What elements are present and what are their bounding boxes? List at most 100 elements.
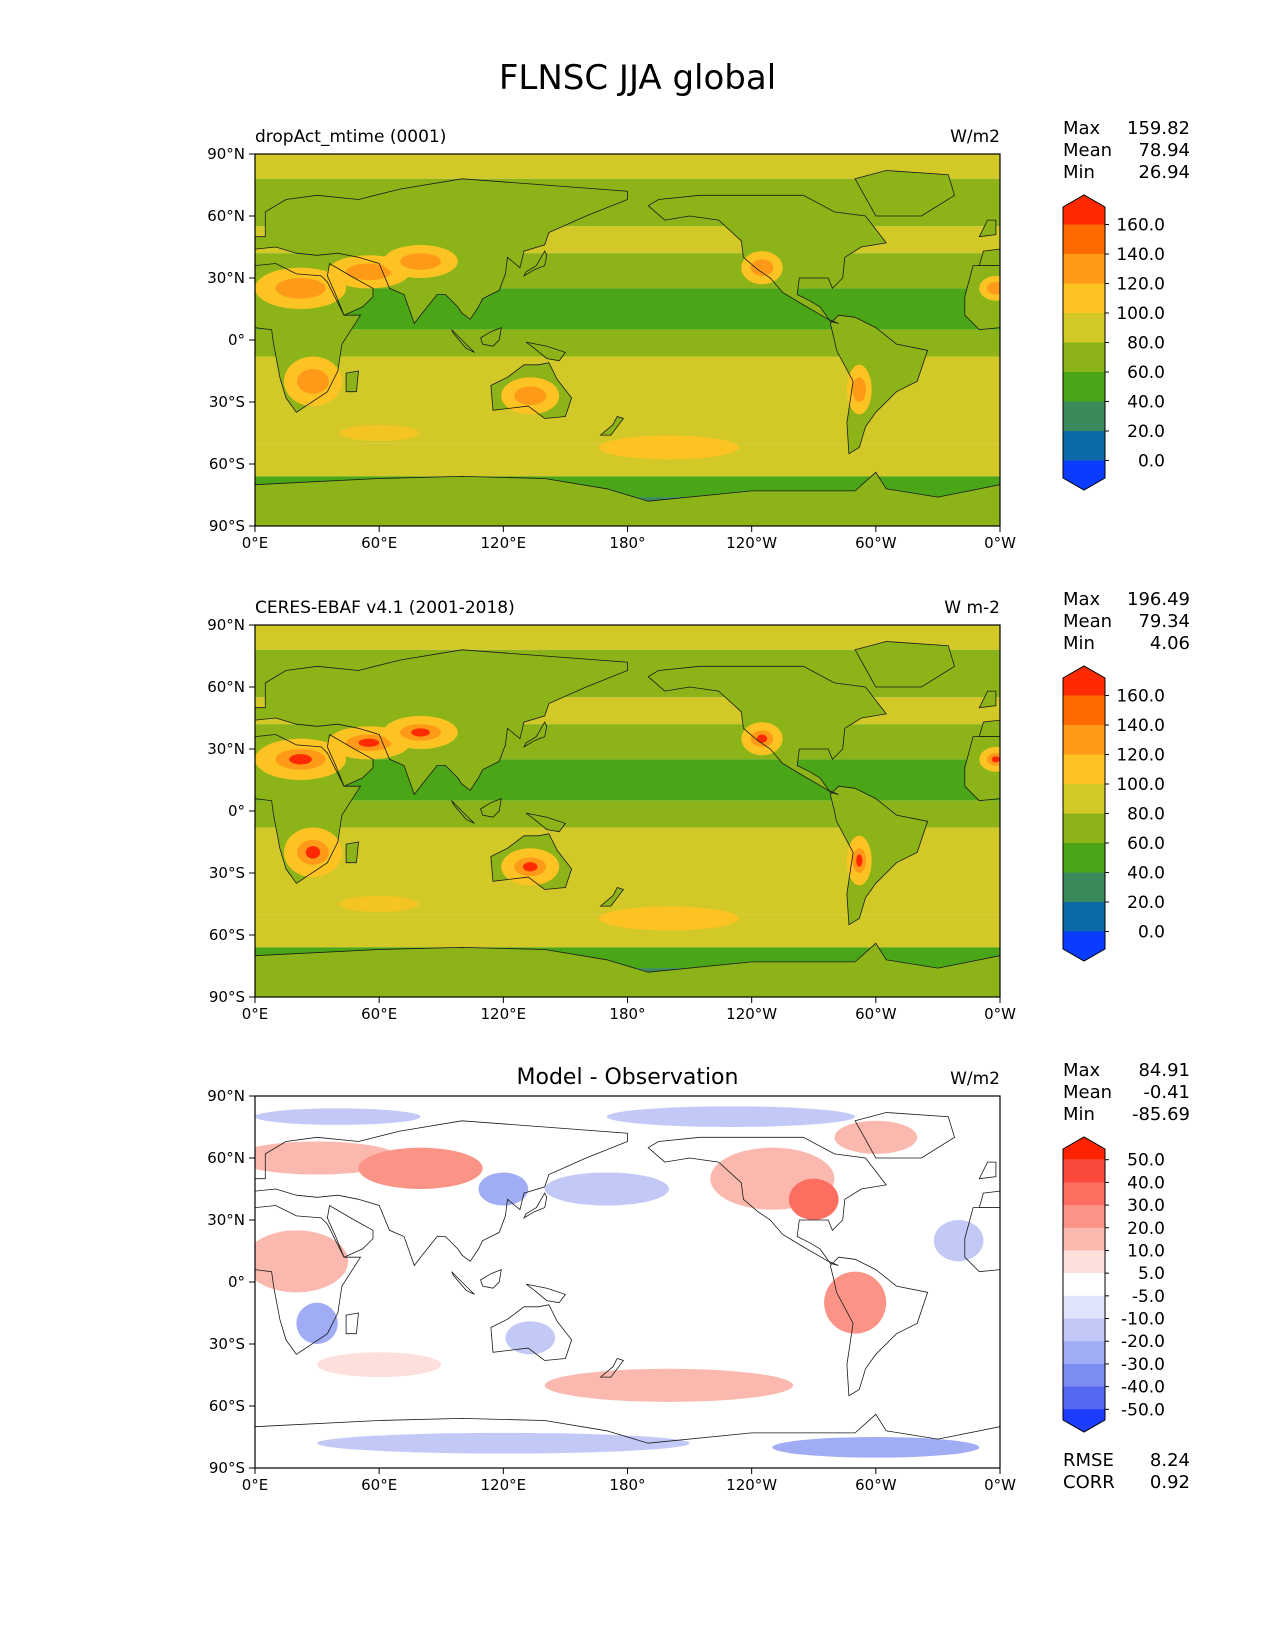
colorbar-swatch	[1063, 1409, 1105, 1432]
colorbar-swatch	[1063, 195, 1105, 225]
stat-value: 26.94	[1138, 162, 1190, 183]
stat-label: Max	[1063, 589, 1101, 610]
colorbar-tick-label: 80.0	[1127, 805, 1165, 825]
colorbar-tick-label: -40.0	[1121, 1378, 1165, 1398]
y-tick-label: 90°S	[209, 517, 245, 535]
dry-patch	[411, 728, 430, 737]
y-tick-label: 30°N	[207, 1211, 245, 1229]
colorbar-tick-label: 40.0	[1127, 393, 1165, 413]
land-fill	[480, 327, 502, 347]
dry-patch	[514, 386, 547, 406]
dry-patch	[297, 368, 329, 394]
coastline	[255, 649, 628, 796]
coastline	[647, 665, 887, 795]
y-tick-label: 90°N	[207, 1087, 245, 1105]
x-tick-label: 180°	[609, 1476, 645, 1494]
colorbar-swatch	[1063, 1273, 1105, 1297]
colorbar-swatch	[1063, 313, 1105, 343]
x-tick-label: 60°E	[361, 1476, 397, 1494]
panel-right-label: W/m2	[950, 127, 1000, 147]
stat-label: Min	[1063, 162, 1095, 183]
x-tick-label: 0°E	[242, 1476, 269, 1494]
colorbar-swatch	[1063, 1318, 1105, 1342]
colorbar-tick-label: -50.0	[1121, 1400, 1165, 1420]
stat-value: 159.82	[1127, 118, 1190, 139]
colorbar-swatch	[1063, 342, 1105, 373]
colorbar-outline	[1062, 1136, 1106, 1433]
colorbar-tick-label: 120.0	[1116, 746, 1165, 766]
map-panel-2: 0°E 60°E 120°E 180° 120°W 60°W 0°W 90°N 60°N 30°N…	[207, 589, 1190, 1023]
colorbar-swatch	[1063, 224, 1105, 255]
land-fill	[979, 691, 996, 708]
colorbar-tick-label: 10.0	[1127, 1241, 1165, 1261]
x-tick-label: 120°E	[481, 534, 527, 552]
coastline	[326, 262, 374, 316]
coastline	[525, 341, 567, 362]
x-tick-label: 120°E	[481, 1005, 527, 1023]
stat-value: 79.34	[1138, 611, 1190, 632]
coastline	[978, 690, 997, 709]
colorbar-swatch	[1063, 283, 1105, 314]
panel-left-label: CERES-EBAF v4.1 (2001-2018)	[255, 598, 515, 618]
coastline	[523, 1192, 548, 1219]
panel-left-label: dropAct_mtime (0001)	[255, 127, 446, 147]
diff-blob	[255, 1108, 421, 1125]
diff-blob	[255, 1230, 349, 1293]
coastline	[451, 329, 475, 353]
coastline	[854, 1112, 955, 1159]
coastline	[490, 362, 573, 419]
colorbar-tick-label: 60.0	[1127, 834, 1165, 854]
stat-value: -85.69	[1132, 1104, 1190, 1125]
colorbar-swatch	[1063, 1182, 1105, 1206]
y-tick-label: 90°S	[209, 1459, 245, 1477]
coastline	[451, 800, 475, 824]
coastline	[523, 721, 548, 748]
coastline	[255, 942, 1000, 997]
coastline	[964, 736, 1000, 802]
dry-patch	[400, 253, 442, 270]
coastline	[978, 219, 997, 238]
dry-patch	[358, 738, 380, 747]
dry-patch	[750, 259, 774, 276]
x-tick-label: 180°	[609, 1005, 645, 1023]
colorbar-swatch	[1063, 1205, 1105, 1229]
diff-blob	[317, 1352, 442, 1378]
coastline	[964, 1207, 1000, 1273]
diff-blob	[505, 1321, 556, 1355]
colorbar: 50.040.0 30.0 20.010.0 5.0 -5.0 -10.0-20.0 -30…	[1062, 1136, 1165, 1433]
dry-patch	[991, 756, 1000, 763]
coastline	[326, 733, 374, 787]
land-fill	[480, 798, 502, 818]
colorbar: 160.0 140.0 120.0 100.0 80.0 60.0 40.0 20.0 0.0	[1062, 194, 1165, 491]
y-tick-label: 60°N	[207, 678, 245, 696]
coastline	[599, 1358, 625, 1378]
y-tick-label: 60°N	[207, 207, 245, 225]
land-fill	[526, 342, 566, 361]
colorbar-outline	[1062, 665, 1106, 962]
colorbar-tick-label: -20.0	[1121, 1332, 1165, 1352]
colorbar-swatch	[1063, 1363, 1105, 1388]
colorbar-tick-label: 160.0	[1116, 687, 1165, 707]
x-tick-label: 60°E	[361, 1005, 397, 1023]
colorbar-swatch	[1063, 1295, 1105, 1320]
coastline	[523, 250, 548, 277]
coastline	[647, 1136, 887, 1266]
coastline	[480, 797, 502, 818]
colorbar-tick-label: 100.0	[1116, 304, 1165, 324]
land-fill	[526, 813, 566, 832]
stat-label: Max	[1063, 118, 1101, 139]
dry-patch	[756, 734, 768, 743]
colorbar-tick-label: 40.0	[1127, 864, 1165, 884]
stat-label: Max	[1063, 1060, 1101, 1081]
x-tick-label: 60°W	[855, 1005, 897, 1023]
colorbar-swatch	[1063, 401, 1105, 432]
x-tick-label: 0°W	[984, 1005, 1016, 1023]
colorbar-swatch	[1063, 666, 1105, 696]
colorbar-swatch	[1063, 460, 1105, 490]
land-fill	[255, 472, 1000, 526]
stat-value: 78.94	[1138, 140, 1190, 161]
panel-right-label: W m-2	[944, 598, 1000, 618]
land-fill	[855, 170, 955, 216]
land-fill	[979, 220, 996, 237]
field-patch	[339, 425, 420, 441]
